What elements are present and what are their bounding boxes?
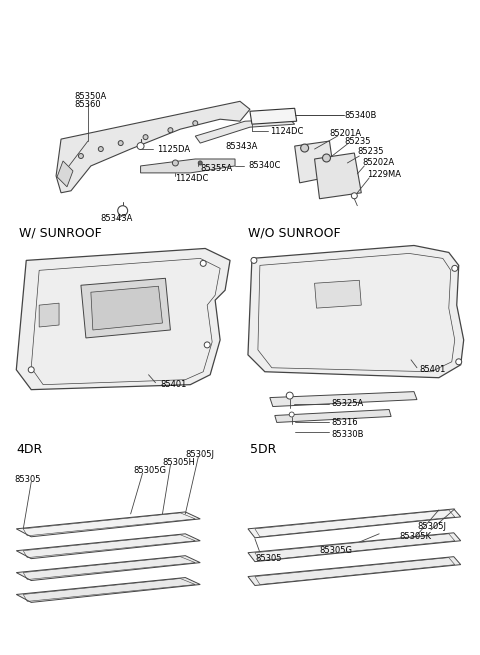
- Text: 85330B: 85330B: [332, 430, 364, 439]
- Circle shape: [286, 392, 293, 399]
- Text: 85340B: 85340B: [344, 111, 377, 120]
- Text: 85325A: 85325A: [332, 399, 364, 408]
- Polygon shape: [16, 534, 200, 559]
- Text: 85401: 85401: [419, 365, 445, 374]
- Text: 85343A: 85343A: [101, 214, 133, 223]
- Circle shape: [351, 193, 357, 198]
- Circle shape: [323, 154, 330, 162]
- Circle shape: [172, 160, 179, 166]
- Polygon shape: [81, 278, 170, 338]
- Text: 85305G: 85305G: [133, 466, 167, 475]
- Circle shape: [198, 161, 202, 165]
- Polygon shape: [250, 108, 297, 124]
- Text: 1124DC: 1124DC: [175, 174, 209, 183]
- Polygon shape: [248, 557, 461, 586]
- Text: 85350A: 85350A: [74, 92, 106, 101]
- Text: 1229MA: 1229MA: [367, 170, 401, 179]
- Text: 85401: 85401: [160, 380, 187, 389]
- Polygon shape: [16, 555, 200, 580]
- Circle shape: [456, 359, 462, 365]
- Polygon shape: [314, 153, 361, 198]
- Circle shape: [118, 141, 123, 145]
- Circle shape: [200, 261, 206, 267]
- Circle shape: [452, 265, 458, 271]
- Circle shape: [118, 206, 128, 215]
- Text: 85316: 85316: [332, 418, 358, 427]
- Polygon shape: [195, 119, 295, 143]
- Polygon shape: [16, 578, 200, 603]
- Text: 85202A: 85202A: [362, 159, 395, 168]
- Circle shape: [28, 367, 34, 373]
- Polygon shape: [56, 102, 250, 193]
- Circle shape: [204, 342, 210, 348]
- Text: 85340C: 85340C: [248, 161, 280, 170]
- Text: 4DR: 4DR: [16, 443, 43, 456]
- Text: 1125DA: 1125DA: [157, 145, 191, 153]
- Polygon shape: [39, 303, 59, 327]
- Text: 85235: 85235: [344, 137, 371, 145]
- Polygon shape: [16, 248, 230, 390]
- Circle shape: [98, 147, 103, 151]
- Text: 85305G: 85305G: [320, 546, 352, 555]
- Circle shape: [193, 121, 198, 126]
- Polygon shape: [16, 512, 200, 537]
- Circle shape: [137, 143, 144, 149]
- Text: 85235: 85235: [357, 147, 384, 155]
- Polygon shape: [275, 409, 391, 422]
- Polygon shape: [57, 161, 73, 187]
- Circle shape: [289, 412, 294, 417]
- Text: 5DR: 5DR: [250, 443, 276, 456]
- Circle shape: [168, 128, 173, 132]
- Polygon shape: [248, 509, 461, 538]
- Polygon shape: [248, 533, 461, 561]
- Circle shape: [300, 144, 309, 152]
- Text: W/ SUNROOF: W/ SUNROOF: [19, 226, 102, 239]
- Text: 85305H: 85305H: [162, 458, 195, 467]
- Polygon shape: [141, 159, 235, 173]
- Text: 85305: 85305: [14, 475, 41, 483]
- Circle shape: [78, 153, 84, 159]
- Circle shape: [251, 257, 257, 263]
- Text: 85343A: 85343A: [225, 141, 257, 151]
- Text: 85305J: 85305J: [185, 450, 214, 458]
- Text: 1124DC: 1124DC: [270, 126, 303, 136]
- Text: 85305K: 85305K: [399, 533, 431, 541]
- Text: 85355A: 85355A: [200, 164, 232, 174]
- Text: 85360: 85360: [74, 100, 101, 109]
- Polygon shape: [248, 246, 464, 378]
- Text: W/O SUNROOF: W/O SUNROOF: [248, 226, 341, 239]
- Polygon shape: [295, 141, 335, 183]
- Polygon shape: [91, 286, 162, 330]
- Text: 85305J: 85305J: [417, 522, 446, 531]
- Text: 85305: 85305: [255, 554, 281, 563]
- Polygon shape: [270, 392, 417, 407]
- Polygon shape: [314, 280, 361, 308]
- Circle shape: [143, 135, 148, 140]
- Text: 85201A: 85201A: [329, 128, 361, 138]
